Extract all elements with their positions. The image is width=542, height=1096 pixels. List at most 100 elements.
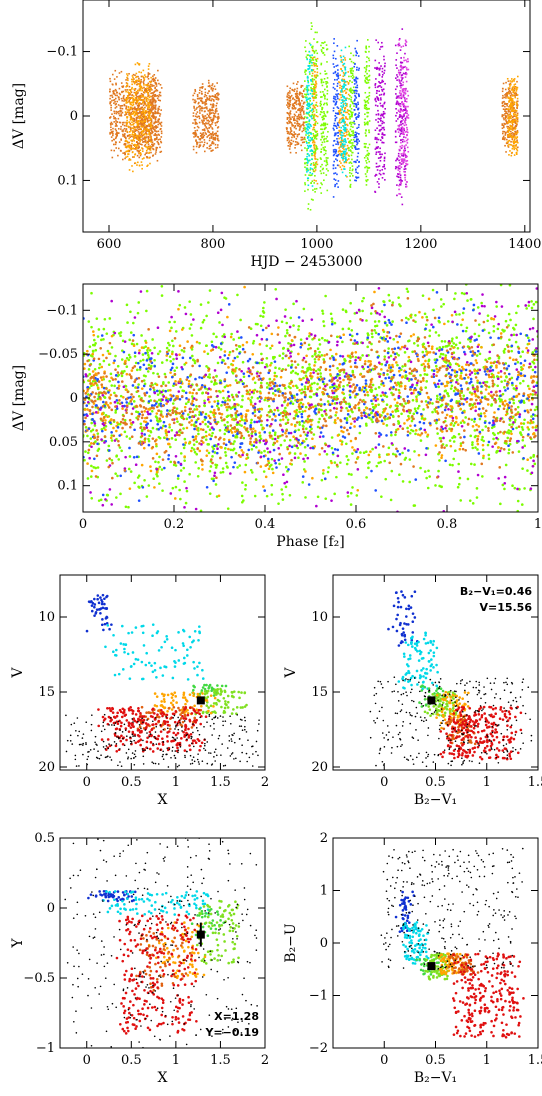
data-point [141, 118, 143, 121]
data-point [370, 342, 373, 346]
data-point [288, 102, 290, 105]
data-point [262, 306, 265, 310]
data-point [152, 100, 155, 102]
data-point [323, 111, 325, 113]
data-point [168, 425, 171, 429]
data-point [214, 137, 217, 140]
data-point [394, 44, 397, 47]
data-point [382, 80, 385, 83]
data-point [320, 336, 324, 340]
data-point [84, 426, 88, 429]
data-point [383, 128, 386, 131]
data-point [179, 452, 183, 455]
data-point [309, 171, 311, 174]
data-point [199, 86, 201, 89]
data-point [182, 466, 186, 470]
data-point [394, 88, 397, 91]
data-point [308, 67, 311, 69]
data-point [502, 108, 505, 110]
data-point [397, 131, 400, 133]
data-point [530, 306, 534, 310]
data-point [295, 111, 298, 113]
data-point [144, 153, 146, 156]
data-point [403, 136, 405, 138]
data-point [510, 144, 513, 146]
data-point [377, 151, 380, 153]
data-point [508, 284, 512, 287]
data-point [406, 159, 409, 162]
data-point [203, 102, 206, 104]
data-point [505, 103, 508, 106]
data-point [125, 97, 128, 99]
data-point [212, 149, 214, 151]
data-point [198, 105, 201, 107]
data-point [309, 110, 312, 112]
data-point [326, 163, 329, 166]
data-point [374, 138, 377, 140]
data-point [90, 515, 93, 518]
data-point [355, 105, 358, 108]
data-point [407, 114, 410, 116]
data-point [193, 105, 195, 108]
data-point [306, 79, 309, 82]
data-point [395, 141, 398, 144]
data-point [326, 82, 329, 84]
data-point [398, 159, 400, 162]
data-point [123, 124, 126, 127]
data-point [348, 113, 351, 116]
data-point [337, 75, 339, 78]
data-point [300, 388, 304, 391]
data-point [149, 102, 152, 104]
data-point [374, 104, 377, 107]
data-point [147, 123, 150, 126]
data-point [334, 148, 336, 151]
data-point [450, 339, 454, 343]
data-point [150, 140, 152, 143]
data-point [322, 81, 325, 84]
data-point [127, 505, 130, 509]
data-point [307, 184, 310, 187]
data-point [193, 107, 195, 109]
data-point [130, 146, 133, 148]
data-point [204, 438, 208, 441]
data-point [307, 80, 309, 83]
data-point [404, 140, 406, 143]
data-point [136, 112, 138, 114]
data-point [296, 120, 298, 122]
data-point [203, 134, 206, 137]
data-point [401, 180, 403, 182]
data-point [208, 373, 211, 376]
data-point [142, 137, 144, 139]
data-point [356, 155, 359, 158]
data-point [390, 469, 394, 473]
data-point [137, 105, 140, 108]
data-point [146, 91, 148, 93]
data-point [383, 55, 385, 58]
data-point [375, 174, 378, 176]
data-point [216, 130, 219, 133]
data-point [198, 121, 201, 124]
data-point [316, 182, 319, 185]
data-point [212, 131, 214, 133]
data-point [113, 78, 116, 80]
data-point [345, 103, 348, 105]
data-point [526, 336, 530, 340]
data-point [143, 140, 146, 143]
data-point [364, 118, 366, 121]
data-point [319, 105, 322, 107]
data-point [299, 128, 301, 130]
data-point [148, 105, 151, 107]
data-point [510, 117, 512, 119]
data-point [332, 154, 335, 157]
data-point [307, 152, 309, 155]
data-point [120, 150, 122, 152]
data-point [337, 77, 340, 80]
data-point [514, 86, 517, 88]
data-point [344, 159, 347, 162]
data-point [366, 121, 369, 124]
data-point [140, 81, 142, 83]
data-point [378, 178, 380, 180]
data-point [292, 107, 295, 110]
data-point [128, 89, 131, 91]
data-point [508, 116, 510, 118]
